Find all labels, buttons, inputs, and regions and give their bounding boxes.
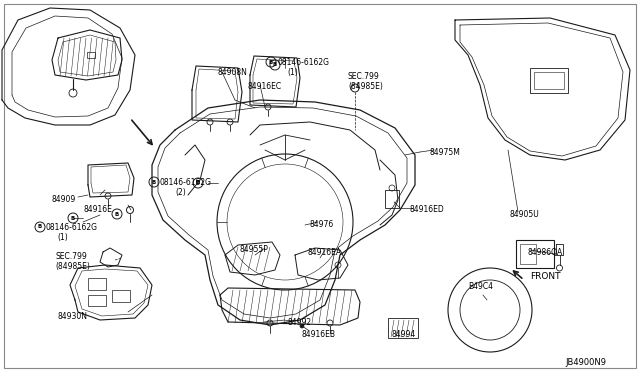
Text: B: B	[71, 215, 75, 221]
Text: (1): (1)	[287, 68, 298, 77]
Text: B: B	[273, 62, 277, 67]
Bar	[530, 68, 568, 93]
Text: B: B	[152, 180, 156, 185]
Text: JB4900N9: JB4900N9	[565, 358, 606, 367]
Bar	[87, 52, 95, 58]
Text: (84985E): (84985E)	[55, 262, 90, 271]
Text: SEC.799: SEC.799	[348, 72, 380, 81]
Text: 84930N: 84930N	[58, 312, 88, 321]
Text: B: B	[115, 212, 119, 217]
Bar	[388, 318, 418, 338]
Text: 84994: 84994	[392, 330, 416, 339]
Text: 08146-6162G: 08146-6162G	[46, 223, 98, 232]
Text: 84916EB: 84916EB	[302, 330, 336, 339]
Text: 84916EA: 84916EA	[308, 248, 342, 257]
Bar	[516, 240, 554, 268]
Text: 84986QA: 84986QA	[528, 248, 563, 257]
Text: (2): (2)	[175, 188, 186, 197]
Circle shape	[300, 324, 304, 328]
Text: 08146-6162G: 08146-6162G	[160, 178, 212, 187]
Bar	[385, 190, 399, 208]
Text: 84955P: 84955P	[240, 245, 269, 254]
Text: 08146-6162G: 08146-6162G	[277, 58, 329, 67]
Bar	[520, 244, 536, 264]
Text: FRONT: FRONT	[530, 272, 561, 281]
Bar	[88, 295, 106, 306]
Text: 84916E: 84916E	[84, 205, 113, 214]
Text: B: B	[38, 224, 42, 230]
Bar	[534, 72, 564, 89]
Text: 84905U: 84905U	[510, 210, 540, 219]
Text: 84916ED: 84916ED	[410, 205, 445, 214]
Text: SEC.799: SEC.799	[55, 252, 87, 261]
Text: 84909: 84909	[52, 195, 76, 204]
Text: (84985E): (84985E)	[348, 82, 383, 91]
Text: 84975M: 84975M	[430, 148, 461, 157]
Text: 84916EC: 84916EC	[247, 82, 281, 91]
Text: 84992: 84992	[288, 318, 312, 327]
Text: 84908N: 84908N	[218, 68, 248, 77]
Text: 84976: 84976	[310, 220, 334, 229]
Bar	[112, 290, 130, 302]
Text: (1): (1)	[57, 233, 68, 242]
Bar	[88, 278, 106, 290]
Text: B49C4: B49C4	[468, 282, 493, 291]
Text: B: B	[196, 180, 200, 186]
Text: B: B	[269, 60, 273, 64]
